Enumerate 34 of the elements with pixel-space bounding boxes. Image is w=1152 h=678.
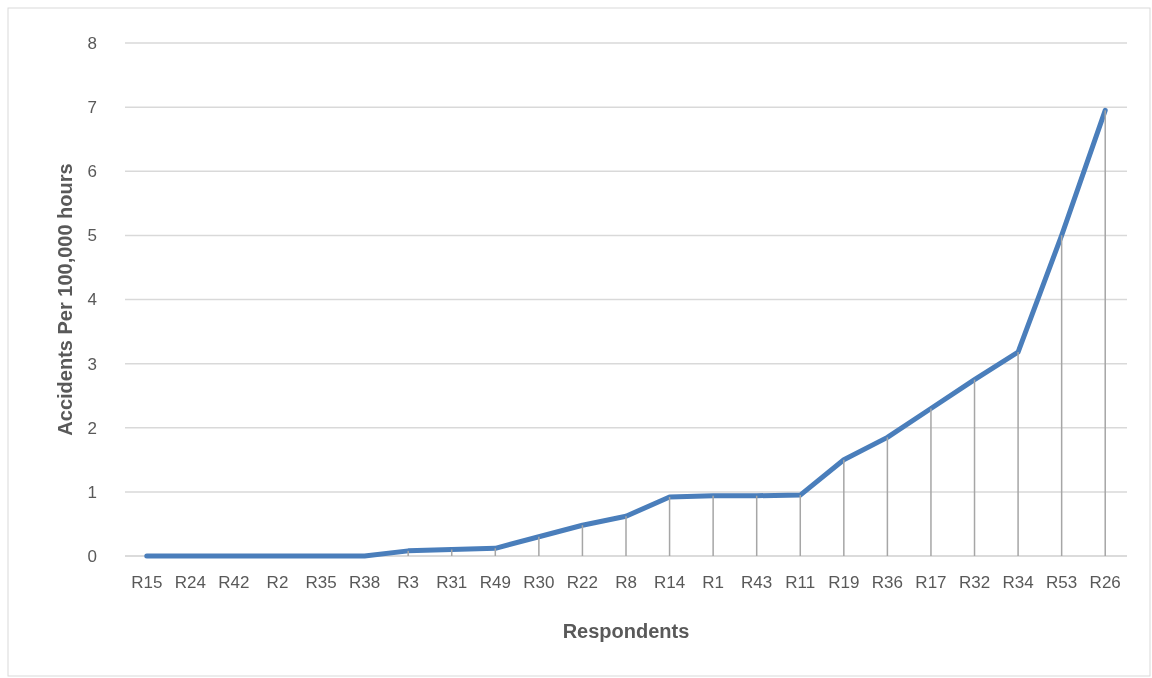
- x-tick-label: R34: [1002, 573, 1034, 592]
- x-tick-label: R42: [218, 573, 250, 592]
- x-tick-label: R2: [266, 573, 289, 592]
- x-tick-label: R24: [174, 573, 206, 592]
- x-tick-label: R3: [397, 573, 420, 592]
- y-axis-title: Accidents Per 100,000 hours: [54, 163, 76, 436]
- x-tick-label: R22: [566, 573, 599, 592]
- x-tick-label: R36: [871, 573, 903, 592]
- y-tick-label: 6: [87, 162, 97, 182]
- x-tick-label: R30: [523, 573, 555, 592]
- y-tick-label: 3: [87, 354, 97, 374]
- x-tick-label: R15: [131, 573, 163, 592]
- y-tick-label: 0: [87, 546, 97, 566]
- x-tick-label: R14: [653, 573, 686, 592]
- x-tick-label: R43: [741, 573, 773, 592]
- x-tick-label: R17: [915, 573, 947, 592]
- x-tick-label: R32: [958, 573, 991, 592]
- y-tick-label: 8: [87, 33, 97, 53]
- x-tick-label: R35: [305, 573, 337, 592]
- y-tick-label: 2: [87, 418, 97, 438]
- y-tick-label: 4: [87, 290, 97, 310]
- x-tick-label: R8: [615, 573, 637, 592]
- y-tick-label: 1: [87, 482, 97, 502]
- x-tick-label: R38: [349, 573, 381, 592]
- x-axis-title: Respondents: [562, 620, 690, 642]
- x-tick-label: R1: [702, 573, 724, 592]
- y-tick-label: 5: [87, 226, 97, 246]
- x-tick-label: R49: [479, 573, 511, 592]
- y-tick-label: 7: [87, 98, 97, 118]
- x-tick-label: R31: [436, 573, 468, 592]
- x-tick-label: R26: [1089, 573, 1121, 592]
- x-tick-label: R11: [785, 573, 816, 592]
- x-tick-label: R19: [828, 573, 860, 592]
- x-tick-label: R53: [1046, 573, 1078, 592]
